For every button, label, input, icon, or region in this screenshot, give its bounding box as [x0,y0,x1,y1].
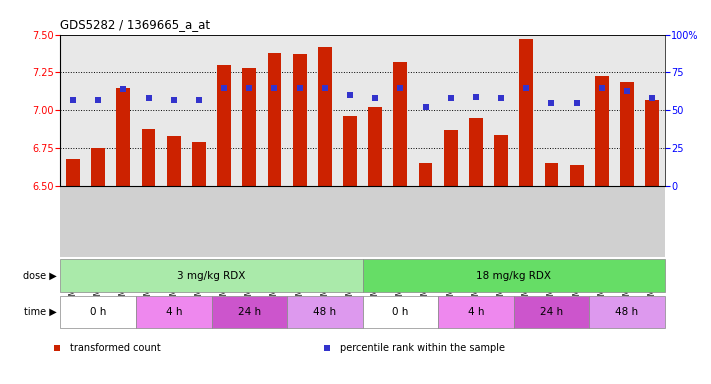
Bar [267,53,282,186]
Text: 24 h: 24 h [237,307,261,317]
Text: transformed count: transformed count [70,343,161,353]
Bar [343,116,357,186]
Bar [419,164,432,186]
Bar [287,296,363,328]
Bar [167,136,181,186]
Bar [646,100,659,186]
Bar [117,88,130,186]
Bar [570,165,584,186]
Bar [589,296,665,328]
Text: time ▶: time ▶ [24,307,57,317]
Bar [192,142,206,186]
Bar [141,129,156,186]
Bar [242,68,256,186]
Text: 4 h: 4 h [468,307,484,317]
Bar [60,259,363,292]
Bar [393,62,407,186]
Bar [494,135,508,186]
Bar [91,148,105,186]
Text: 3 mg/kg RDX: 3 mg/kg RDX [177,270,246,281]
Bar [545,164,558,186]
Text: GDS5282 / 1369665_a_at: GDS5282 / 1369665_a_at [60,18,210,31]
Bar [595,76,609,186]
Text: percentile rank within the sample: percentile rank within the sample [340,343,505,353]
Bar [438,296,514,328]
Text: 48 h: 48 h [314,307,336,317]
Text: 4 h: 4 h [166,307,182,317]
Text: dose ▶: dose ▶ [23,270,57,281]
Text: 48 h: 48 h [616,307,638,317]
Bar [363,259,665,292]
Bar [217,65,231,186]
Bar [318,47,332,186]
Text: 24 h: 24 h [540,307,563,317]
Bar [136,296,212,328]
Bar [514,296,589,328]
Bar [363,296,438,328]
Bar [66,159,80,186]
Bar [212,296,287,328]
Text: 18 mg/kg RDX: 18 mg/kg RDX [476,270,551,281]
Bar [293,54,306,186]
Bar [519,39,533,186]
Text: 0 h: 0 h [392,307,409,317]
Bar [469,118,483,186]
Bar [60,296,136,328]
Text: 0 h: 0 h [90,307,107,317]
Bar [444,130,458,186]
Bar [368,108,382,186]
Bar [620,81,634,186]
